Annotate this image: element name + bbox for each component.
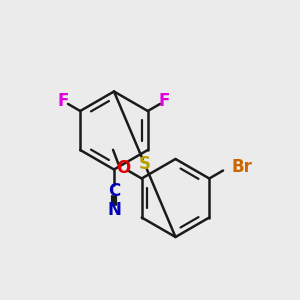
Text: N: N [107, 201, 121, 219]
Text: O: O [116, 159, 131, 177]
Text: F: F [58, 92, 69, 110]
Text: F: F [159, 92, 170, 110]
Text: Br: Br [232, 158, 253, 176]
Text: S: S [139, 155, 151, 173]
Text: C: C [108, 182, 120, 200]
